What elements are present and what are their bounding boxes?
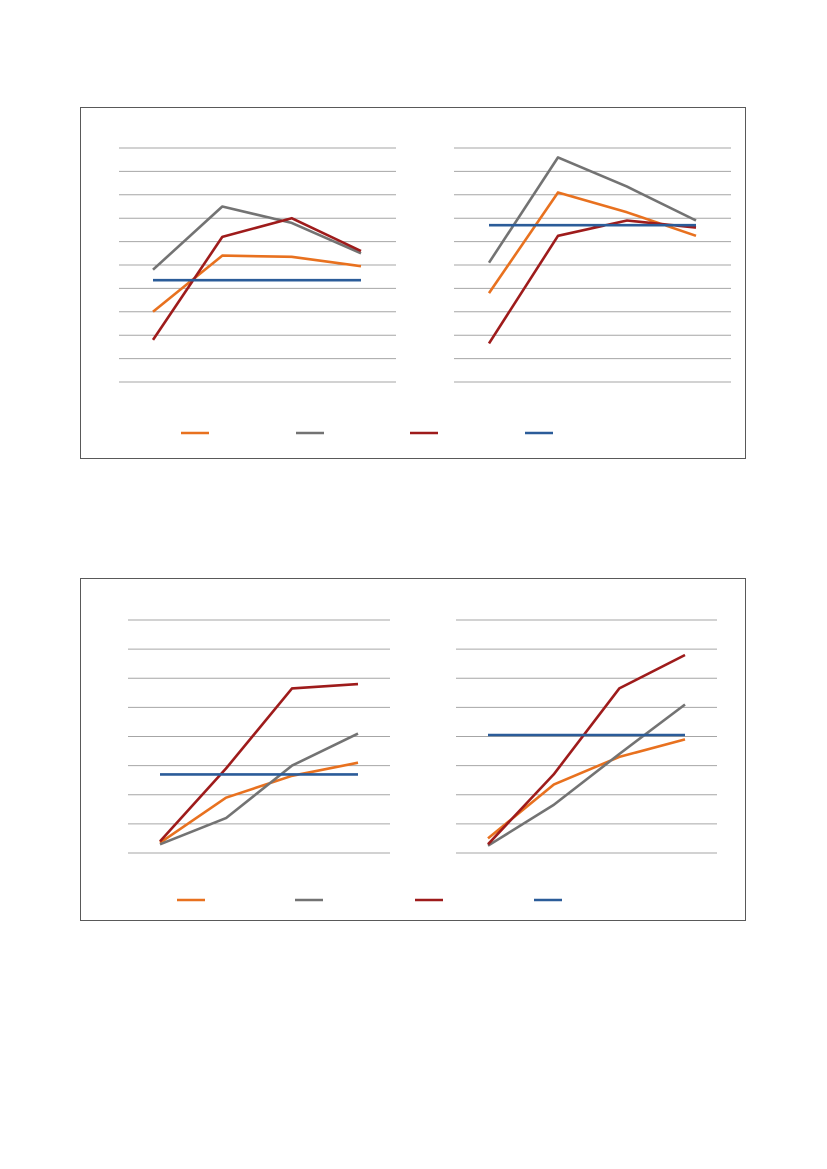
figure-panel-bottom: [80, 578, 746, 921]
top-chart-2: [454, 147, 731, 383]
figure-panel-top: [80, 107, 746, 459]
series-line-darkred: [487, 219, 697, 345]
series-line-orange: [152, 254, 362, 313]
series-line-darkred: [487, 653, 686, 846]
series-line-orange: [487, 738, 686, 840]
figure-top-svg: [119, 147, 731, 435]
series-line-gray: [159, 732, 359, 846]
series-line-gray: [152, 205, 362, 271]
bottom-chart-1: [128, 619, 390, 854]
series-line-orange: [487, 191, 697, 294]
series-line-orange: [159, 761, 359, 844]
top-chart-1: [119, 147, 396, 383]
figure-bottom-svg: [128, 619, 717, 902]
series-line-gray: [487, 703, 686, 847]
bottom-chart-2: [456, 619, 717, 854]
series-line-darkred: [151, 216, 362, 341]
series-line-gray: [487, 156, 697, 264]
series-line-darkred: [159, 682, 359, 843]
